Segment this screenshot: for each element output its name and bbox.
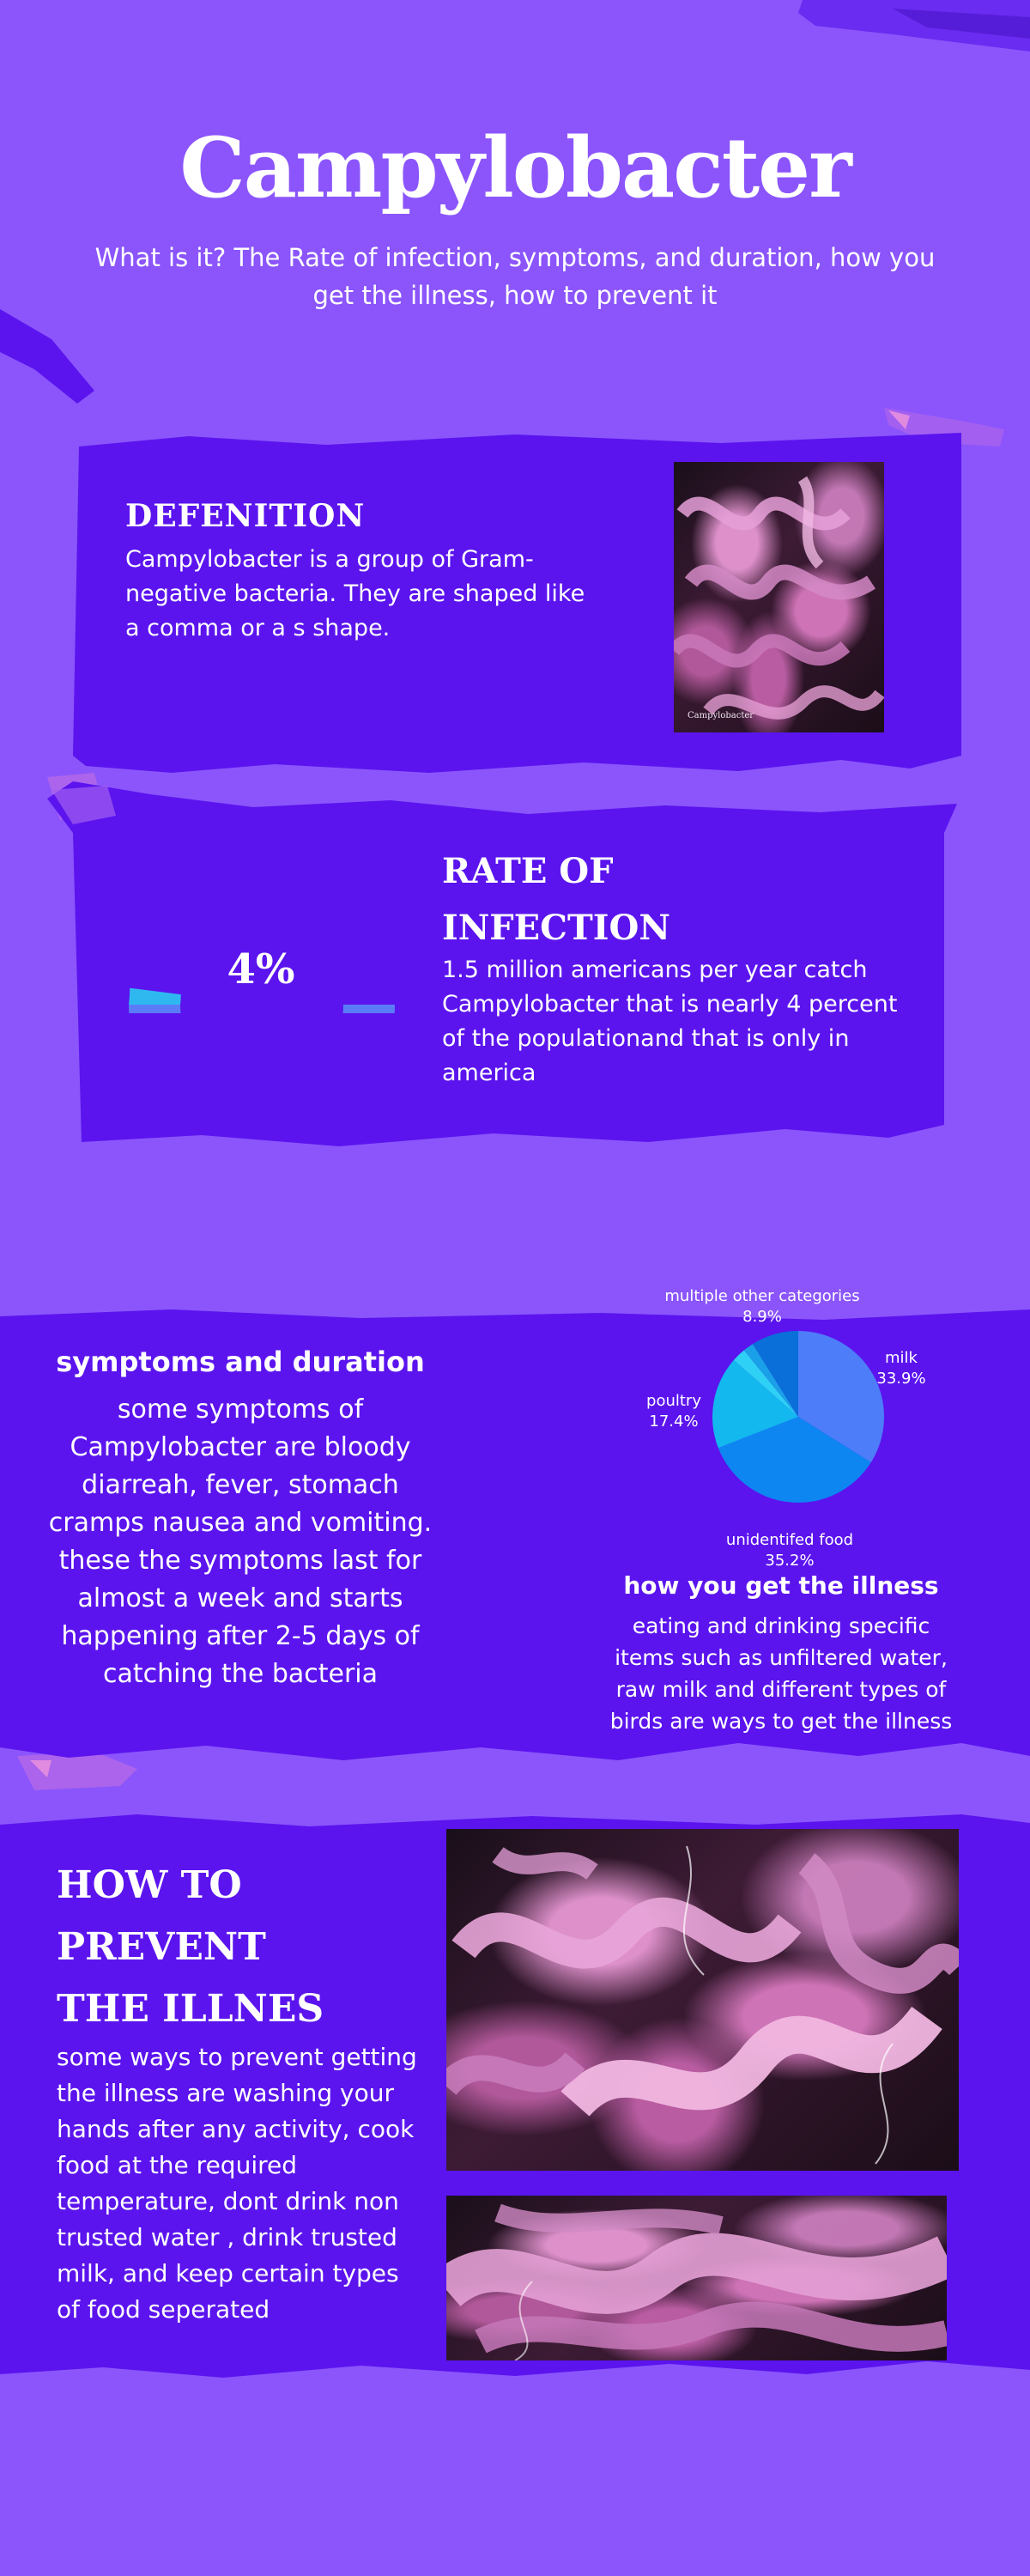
rate-heading: RATE OF INFECTION bbox=[442, 843, 670, 957]
pie-label-name: multiple other categories bbox=[664, 1287, 859, 1305]
rate-heading-line1: RATE OF bbox=[442, 851, 614, 891]
infection-gauge bbox=[129, 987, 395, 1013]
bacteria-photo-large bbox=[446, 1829, 959, 2171]
page-subtitle: What is it? The Rate of infection, sympt… bbox=[94, 243, 936, 310]
prevent-text: some ways to prevent getting the illness… bbox=[57, 2043, 417, 2324]
pie-label-value: 33.9% bbox=[876, 1370, 925, 1388]
bacteria-photo-small: Campylobacter bbox=[674, 462, 884, 732]
page-title: Campylobacter bbox=[179, 119, 851, 216]
pie-slice-unlabeled-4 bbox=[733, 1350, 798, 1417]
prevent-heading-line1: HOW TO bbox=[57, 1863, 242, 1907]
rate-heading-line2: INFECTION bbox=[442, 908, 670, 948]
pie-slice-unlabeled-5 bbox=[743, 1344, 798, 1417]
illness-text: eating and drinking specific items such … bbox=[609, 1613, 953, 1734]
pie-slice-unidentifed-food bbox=[718, 1417, 871, 1503]
pie-label-name: poultry bbox=[646, 1392, 701, 1410]
pie-label-value: 8.9% bbox=[742, 1308, 782, 1326]
pie-label-name: unidentifed food bbox=[726, 1531, 853, 1549]
rate-text: 1.5 million americans per year catch Cam… bbox=[442, 957, 898, 1086]
definition-heading: DEFENITION bbox=[125, 498, 366, 534]
pie-label-value: 35.2% bbox=[765, 1552, 814, 1570]
pie-labels: milk 33.9% unidentifed food 35.2% poultry 17.… bbox=[646, 1287, 926, 1570]
pie-slice-milk bbox=[798, 1331, 884, 1463]
illness-heading: how you get the illness bbox=[623, 1571, 939, 1600]
pie-chart: milk 33.9% unidentifed food 35.2% poultry 17.… bbox=[646, 1287, 926, 1570]
prevent-heading: HOW TO PREVENT THE ILLNES bbox=[57, 1855, 324, 2040]
prevent-heading-line2: PREVENT bbox=[57, 1925, 266, 1969]
gauge-track bbox=[129, 1005, 395, 1013]
gauge-fill bbox=[129, 987, 181, 1005]
pie-label-name: milk bbox=[885, 1349, 918, 1367]
pie-slice-poultry bbox=[712, 1359, 798, 1449]
symptoms-text: some symptoms of Campylobacter are blood… bbox=[48, 1394, 433, 1689]
pie-slices bbox=[712, 1331, 884, 1503]
prevent-heading-line3: THE ILLNES bbox=[57, 1987, 324, 2031]
photo-caption: Campylobacter bbox=[688, 711, 754, 720]
symptoms-heading: symptoms and duration bbox=[56, 1346, 425, 1378]
definition-text: Campylobacter is a group of Gram-negativ… bbox=[125, 546, 585, 641]
pie-label-value: 17.4% bbox=[649, 1413, 698, 1431]
pie-slice-multiple-other-categories bbox=[752, 1331, 798, 1417]
rate-panel-bg bbox=[47, 781, 957, 1146]
bacteria-photo-bottom bbox=[446, 2196, 947, 2360]
gauge-label: 4% bbox=[227, 945, 295, 993]
